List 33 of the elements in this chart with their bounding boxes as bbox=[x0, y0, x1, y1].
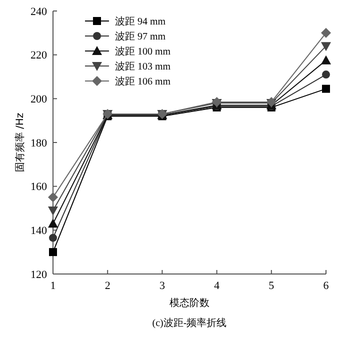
point bbox=[321, 42, 331, 52]
y-tick-label: 220 bbox=[30, 50, 48, 62]
point bbox=[49, 234, 57, 242]
point bbox=[321, 55, 331, 64]
x-tick-label: 2 bbox=[104, 280, 110, 292]
point bbox=[322, 84, 330, 93]
point bbox=[212, 96, 222, 107]
point bbox=[49, 248, 57, 256]
y-tick-label: 180 bbox=[30, 137, 48, 150]
point bbox=[322, 70, 330, 79]
legend-label: 波距 106 mm bbox=[115, 76, 171, 88]
x-tick-label: 1 bbox=[50, 280, 56, 292]
y-tick-label: 240 bbox=[30, 6, 48, 18]
point bbox=[321, 28, 331, 38]
point bbox=[48, 218, 58, 228]
x-tick-label: 5 bbox=[268, 280, 275, 292]
x-tick-label: 6 bbox=[323, 280, 330, 292]
y-tick-label: 160 bbox=[30, 181, 48, 194]
point bbox=[266, 96, 276, 107]
x-axis-title: 模态阶数 bbox=[170, 297, 210, 309]
x-tick-label: 3 bbox=[159, 280, 166, 292]
y-tick-label: 200 bbox=[30, 94, 48, 106]
legend-label: 波距 94 mm bbox=[115, 16, 166, 28]
legend-label: 波距 97 mm bbox=[115, 30, 166, 42]
y-tick-label: 120 bbox=[30, 268, 48, 281]
legend-label: 波距 103 mm bbox=[115, 60, 171, 72]
text: (c)波距-频率折线 bbox=[152, 317, 227, 329]
legend-label: 波距 100 mm bbox=[115, 46, 171, 58]
point bbox=[48, 206, 58, 216]
x-tick-label: 4 bbox=[214, 280, 220, 292]
point bbox=[48, 192, 58, 202]
y-tick-label: 140 bbox=[30, 225, 48, 238]
y-axis-title: 固有频率 /Hz bbox=[14, 112, 26, 172]
